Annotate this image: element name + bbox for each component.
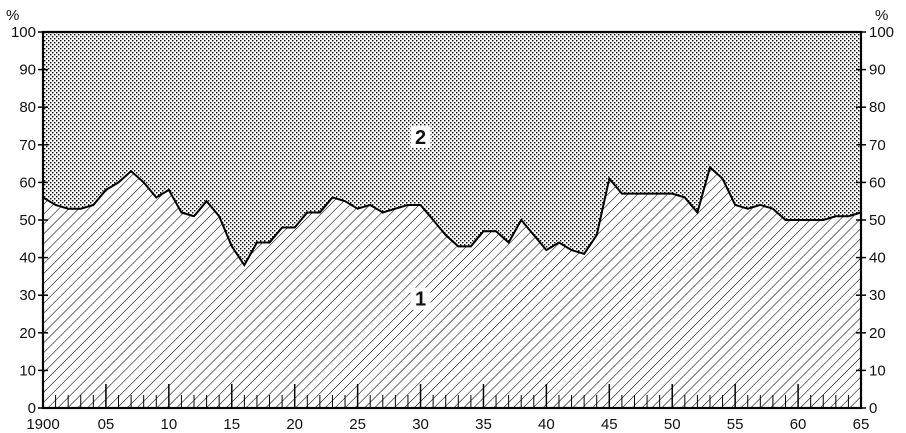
x-tick-label: 40 bbox=[538, 416, 555, 433]
x-tick-label: 15 bbox=[223, 416, 240, 433]
region-label-bg bbox=[410, 287, 431, 310]
y-tick-label-right: 0 bbox=[869, 400, 877, 417]
y-tick-label-right: 50 bbox=[869, 212, 886, 229]
y-tick-label-left: 50 bbox=[19, 212, 36, 229]
y-tick-label-left: 100 bbox=[11, 24, 36, 41]
y-axis-unit-right: % bbox=[875, 7, 888, 24]
x-tick-label: 55 bbox=[727, 416, 744, 433]
y-tick-label-right: 70 bbox=[869, 137, 886, 154]
x-tick-label: 30 bbox=[412, 416, 429, 433]
y-tick-label-left: 40 bbox=[19, 250, 36, 267]
y-tick-label-left: 20 bbox=[19, 325, 36, 342]
y-tick-label-left: 0 bbox=[28, 400, 36, 417]
y-tick-label-right: 100 bbox=[869, 24, 894, 41]
region-1-area bbox=[43, 167, 861, 408]
x-tick-label: 05 bbox=[98, 416, 115, 433]
x-tick-label: 35 bbox=[475, 416, 492, 433]
x-tick-label: 45 bbox=[601, 416, 618, 433]
y-tick-label-left: 80 bbox=[19, 99, 36, 116]
y-tick-label-left: 10 bbox=[19, 362, 36, 379]
y-tick-label-left: 60 bbox=[19, 174, 36, 191]
x-tick-label: 65 bbox=[853, 416, 870, 433]
y-tick-label-right: 20 bbox=[869, 325, 886, 342]
y-tick-label-right: 60 bbox=[869, 174, 886, 191]
boundary-line bbox=[42, 165, 862, 268]
y-tick-label-left: 70 bbox=[19, 137, 36, 154]
y-tick-label-right: 30 bbox=[869, 287, 886, 304]
x-tick-label: 25 bbox=[349, 416, 366, 433]
region-label-1: 1 bbox=[415, 289, 426, 311]
y-tick-label-right: 40 bbox=[869, 250, 886, 267]
y-tick-label-left: 90 bbox=[19, 62, 36, 79]
x-tick-label: 20 bbox=[286, 416, 303, 433]
y-tick-label-right: 80 bbox=[869, 99, 886, 116]
y-tick-label-left: 30 bbox=[19, 287, 36, 304]
y-axis-unit-left: % bbox=[6, 7, 19, 24]
y-tick-label-right: 10 bbox=[869, 362, 886, 379]
x-tick-label: 50 bbox=[664, 416, 681, 433]
region-label-2: 2 bbox=[415, 127, 426, 149]
y-tick-label-right: 90 bbox=[869, 62, 886, 79]
region-2-area bbox=[43, 32, 861, 266]
x-tick-label: 60 bbox=[790, 416, 807, 433]
region-label-bg bbox=[410, 126, 431, 149]
x-tick-label: 1900 bbox=[26, 416, 59, 433]
x-tick-label: 10 bbox=[161, 416, 178, 433]
